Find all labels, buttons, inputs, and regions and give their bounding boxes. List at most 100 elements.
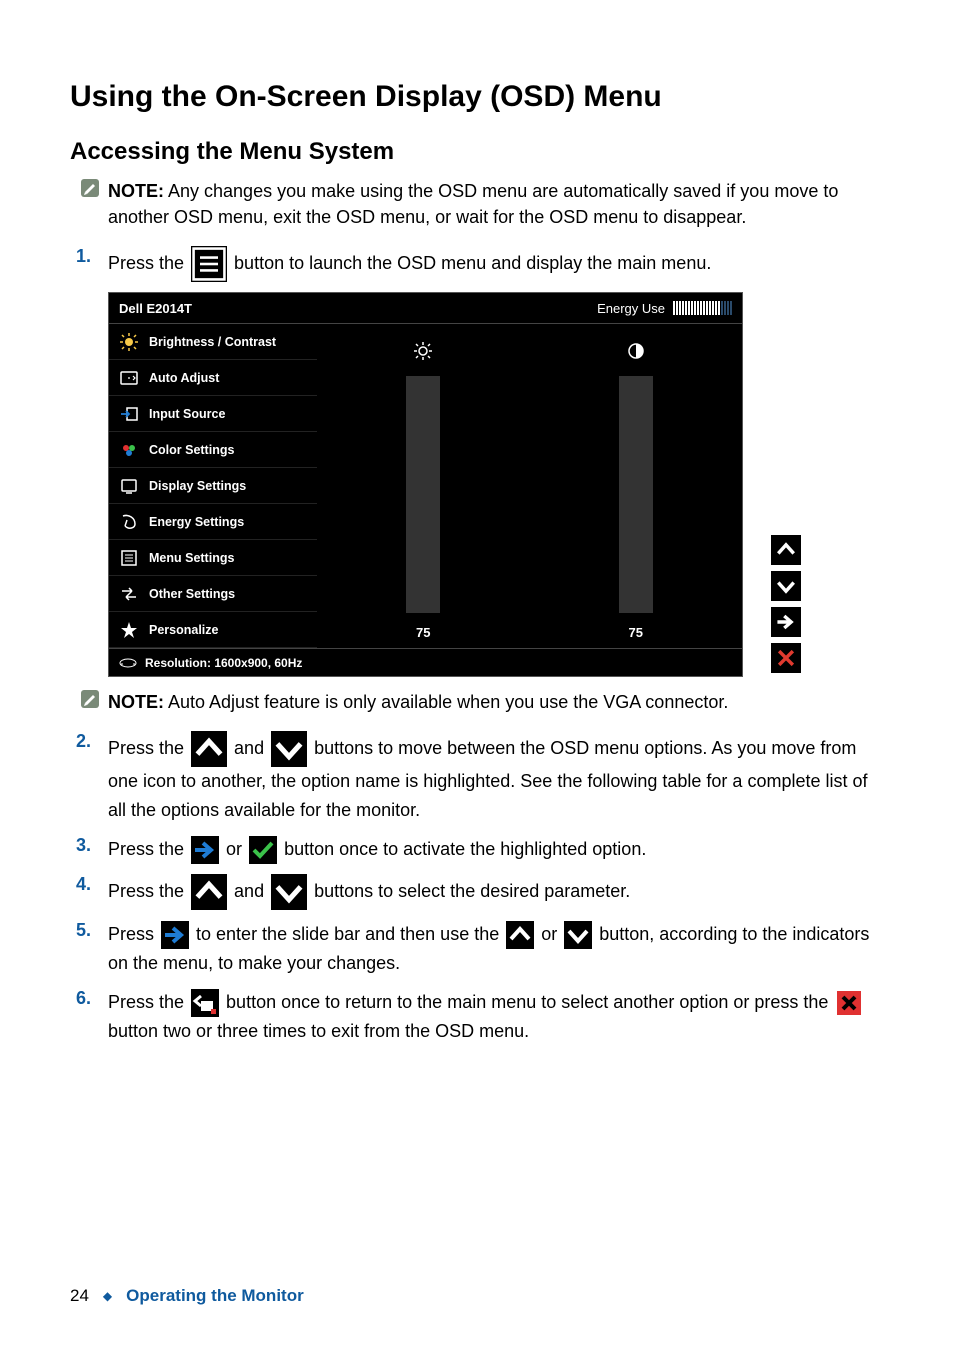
brightness-value: 75 bbox=[416, 625, 430, 640]
menu-item-brightness[interactable]: Brightness / Contrast bbox=[109, 324, 317, 360]
menu-item-menu-settings[interactable]: Menu Settings bbox=[109, 540, 317, 576]
osd-title: Dell E2014T bbox=[119, 301, 192, 316]
menu-label: Menu Settings bbox=[149, 551, 234, 565]
energy-bars-icon bbox=[673, 301, 732, 315]
brightness-icon bbox=[119, 332, 139, 352]
other-settings-icon bbox=[119, 584, 139, 604]
menu-item-other-settings[interactable]: Other Settings bbox=[109, 576, 317, 612]
brightness-slider[interactable]: 75 bbox=[317, 324, 530, 648]
down-icon bbox=[271, 731, 307, 767]
menu-label: Energy Settings bbox=[149, 515, 244, 529]
right-icon bbox=[191, 836, 219, 864]
color-settings-icon bbox=[119, 440, 139, 460]
step-number: 2. bbox=[70, 731, 108, 752]
section-name: Operating the Monitor bbox=[126, 1286, 304, 1306]
pencil-icon bbox=[80, 178, 100, 198]
display-settings-icon bbox=[119, 476, 139, 496]
step-text: Press the bbox=[108, 738, 189, 758]
up-icon bbox=[191, 874, 227, 910]
note-bold: NOTE: bbox=[108, 181, 164, 201]
subheading: Accessing the Menu System bbox=[70, 138, 884, 166]
osd-enter-button[interactable] bbox=[771, 607, 801, 637]
step-text: Press the bbox=[108, 881, 189, 901]
menu-item-display-settings[interactable]: Display Settings bbox=[109, 468, 317, 504]
up-icon bbox=[506, 921, 534, 949]
step-number: 4. bbox=[70, 874, 108, 895]
step-number: 1. bbox=[70, 246, 108, 267]
osd-menu: Brightness / Contrast Auto Adjust Input … bbox=[109, 324, 317, 648]
resolution-icon bbox=[119, 657, 137, 669]
osd-side-buttons bbox=[771, 535, 801, 677]
osd-screenshot: Dell E2014T Energy Use Brightness / Cont… bbox=[108, 292, 884, 677]
step-text: Press the bbox=[108, 253, 189, 273]
up-icon bbox=[191, 731, 227, 767]
check-icon bbox=[249, 836, 277, 864]
step-number: 3. bbox=[70, 835, 108, 856]
step-text: Press the bbox=[108, 992, 189, 1012]
step-5-body: Press to enter the slide bar and then us… bbox=[108, 920, 884, 978]
step-text: buttons to select the desired parameter. bbox=[309, 881, 630, 901]
osd-up-button[interactable] bbox=[771, 535, 801, 565]
osd-footer: Resolution: 1600x900, 60Hz bbox=[109, 648, 742, 676]
osd-header: Dell E2014T Energy Use bbox=[109, 293, 742, 323]
exit-icon bbox=[835, 989, 863, 1017]
step-number: 5. bbox=[70, 920, 108, 941]
note-bold: NOTE: bbox=[108, 692, 164, 712]
step-text: or bbox=[536, 924, 562, 944]
menu-item-color-settings[interactable]: Color Settings bbox=[109, 432, 317, 468]
step-text: button two or three times to exit from t… bbox=[108, 1021, 529, 1041]
page-title: Using the On-Screen Display (OSD) Menu bbox=[70, 80, 884, 114]
step-text: and bbox=[229, 881, 269, 901]
menu-item-input-source[interactable]: Input Source bbox=[109, 396, 317, 432]
step-text: or bbox=[221, 839, 247, 859]
page-number: 24 bbox=[70, 1286, 89, 1306]
note-text: Any changes you make using the OSD menu … bbox=[108, 181, 838, 227]
osd-down-button[interactable] bbox=[771, 571, 801, 601]
menu-item-auto-adjust[interactable]: Auto Adjust bbox=[109, 360, 317, 396]
brightness-slider-icon bbox=[413, 341, 433, 361]
diamond-icon: ◆ bbox=[103, 1289, 112, 1303]
step-text: and bbox=[229, 738, 269, 758]
menu-label: Display Settings bbox=[149, 479, 246, 493]
step-text: Press the bbox=[108, 839, 189, 859]
energy-use-label: Energy Use bbox=[597, 301, 665, 316]
personalize-icon bbox=[119, 620, 139, 640]
input-source-icon bbox=[119, 404, 139, 424]
note-1: NOTE: Any changes you make using the OSD… bbox=[70, 178, 884, 230]
back-icon bbox=[191, 989, 219, 1017]
down-icon bbox=[564, 921, 592, 949]
menu-label: Brightness / Contrast bbox=[149, 335, 276, 349]
menu-label: Other Settings bbox=[149, 587, 235, 601]
down-icon bbox=[271, 874, 307, 910]
note-2: NOTE: Auto Adjust feature is only availa… bbox=[70, 689, 884, 715]
osd-exit-button[interactable] bbox=[771, 643, 801, 673]
step-text: to enter the slide bar and then use the bbox=[191, 924, 504, 944]
contrast-slider[interactable]: 75 bbox=[530, 324, 743, 648]
step-2-body: Press the and buttons to move between th… bbox=[108, 731, 884, 825]
step-text: button once to activate the highlighted … bbox=[279, 839, 646, 859]
step-text: button to launch the OSD menu and displa… bbox=[229, 253, 711, 273]
step-3-body: Press the or button once to activate the… bbox=[108, 835, 884, 864]
note-text: Auto Adjust feature is only available wh… bbox=[164, 692, 728, 712]
menu-label: Color Settings bbox=[149, 443, 234, 457]
step-4-body: Press the and buttons to select the desi… bbox=[108, 874, 884, 910]
step-6-body: Press the button once to return to the m… bbox=[108, 988, 884, 1046]
page-footer: 24 ◆ Operating the Monitor bbox=[70, 1286, 304, 1306]
menu-settings-icon bbox=[119, 548, 139, 568]
menu-label: Input Source bbox=[149, 407, 225, 421]
menu-item-personalize[interactable]: Personalize bbox=[109, 612, 317, 648]
menu-icon bbox=[191, 246, 227, 282]
pencil-icon bbox=[80, 689, 100, 709]
auto-adjust-icon bbox=[119, 368, 139, 388]
right-icon bbox=[161, 921, 189, 949]
step-text: Press bbox=[108, 924, 159, 944]
menu-item-energy-settings[interactable]: Energy Settings bbox=[109, 504, 317, 540]
energy-settings-icon bbox=[119, 512, 139, 532]
step-text: button once to return to the main menu t… bbox=[221, 992, 833, 1012]
contrast-slider-icon bbox=[626, 341, 646, 361]
contrast-value: 75 bbox=[629, 625, 643, 640]
resolution-text: Resolution: 1600x900, 60Hz bbox=[145, 656, 302, 670]
menu-label: Personalize bbox=[149, 623, 218, 637]
menu-label: Auto Adjust bbox=[149, 371, 219, 385]
step-number: 6. bbox=[70, 988, 108, 1009]
